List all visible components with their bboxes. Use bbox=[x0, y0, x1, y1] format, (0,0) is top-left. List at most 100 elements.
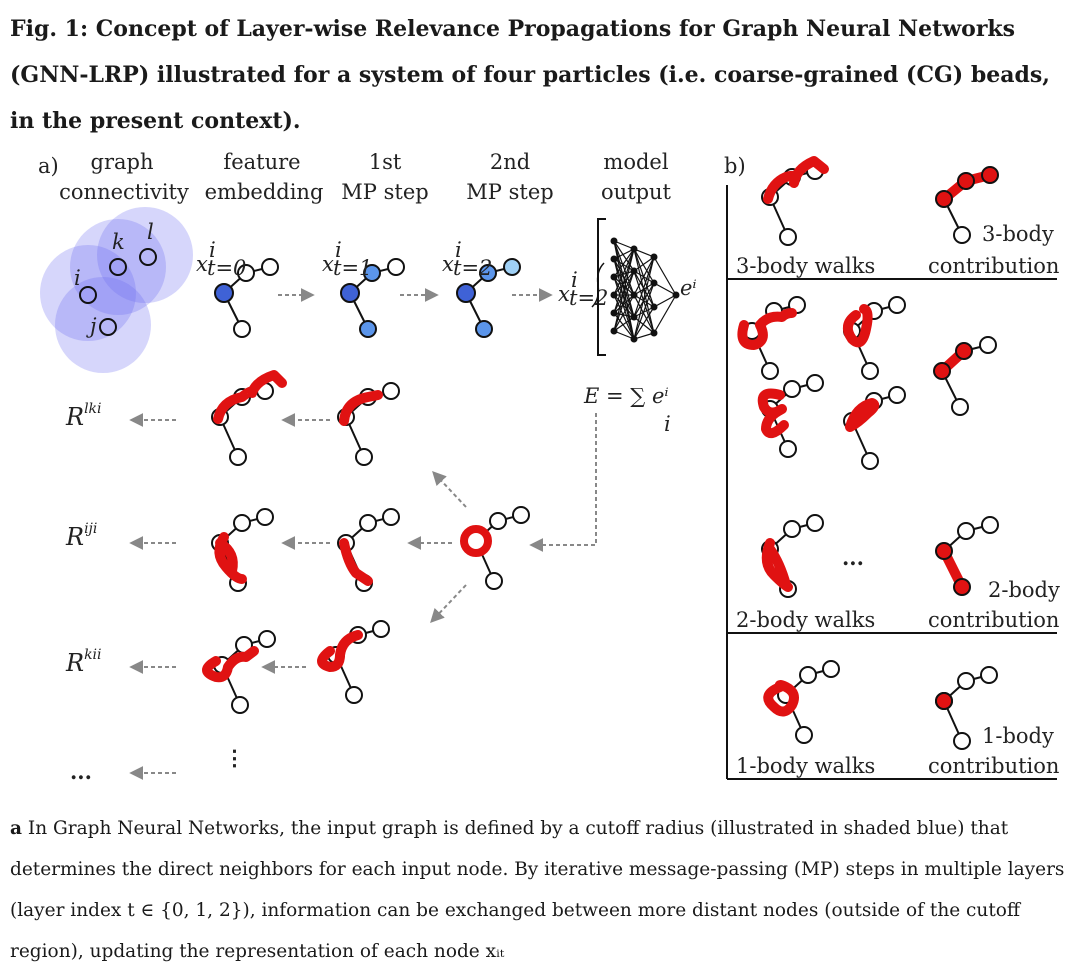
nn-connection bbox=[613, 258, 635, 272]
nn-connection bbox=[633, 256, 655, 272]
x-label-t2: x bbox=[442, 252, 454, 276]
nn-connection bbox=[613, 276, 635, 318]
node-label-j: j bbox=[86, 314, 97, 338]
header-output-line2: output bbox=[601, 180, 672, 204]
section-1body-walks: 1-body walks bbox=[736, 754, 875, 778]
nn-connection bbox=[613, 270, 635, 332]
header-mp2-line2: MP step bbox=[466, 180, 553, 204]
section-2body-walks: 2-body walks bbox=[736, 608, 875, 632]
nn-connection bbox=[613, 248, 635, 278]
nn-neuron bbox=[610, 309, 618, 317]
relevance-label-iji: Riji bbox=[65, 521, 97, 551]
nn-connection bbox=[653, 294, 677, 308]
nn-connection bbox=[613, 240, 635, 250]
nn-connection bbox=[613, 330, 635, 340]
nn-neuron bbox=[610, 273, 618, 281]
section-3body-contrib-line2: contribution bbox=[928, 254, 1059, 278]
x-label-output: x bbox=[558, 282, 570, 306]
section-2body-contrib-line1: 2-body bbox=[988, 578, 1060, 602]
header-output-line1: model bbox=[603, 150, 668, 174]
energy-equation: E = ∑ eⁱ bbox=[583, 384, 669, 408]
figure-diagram: a) graph connectivity feature embedding … bbox=[38, 150, 1060, 784]
nn-neuron bbox=[672, 291, 680, 299]
x-sup-t0: i bbox=[209, 238, 216, 262]
header-mp1-line1: 1st bbox=[369, 150, 402, 174]
nn-connection bbox=[613, 276, 635, 296]
header-graph-line2: connectivity bbox=[59, 180, 189, 204]
energy-sum-index: i bbox=[664, 412, 671, 436]
x-sup-t1: i bbox=[335, 238, 342, 262]
walk-3body bbox=[761, 156, 829, 246]
nn-connection bbox=[633, 256, 655, 296]
x-sup-output: i bbox=[571, 268, 578, 292]
figure-caption-title: Fig. 1: Concept of Layer-wise Relevance … bbox=[10, 16, 1050, 134]
panel-b-ellipsis: ... bbox=[842, 545, 864, 570]
relevance-label-more: ... bbox=[70, 759, 92, 784]
nn-connection bbox=[633, 256, 655, 340]
section-1body-contrib-line2: contribution bbox=[928, 754, 1059, 778]
nn-connection bbox=[613, 294, 635, 332]
walk-kii-1 bbox=[202, 630, 276, 714]
nn-connection bbox=[633, 248, 655, 284]
header-mp2-line1: 2nd bbox=[490, 150, 530, 174]
nn-connection bbox=[633, 282, 655, 296]
contrib-1body bbox=[935, 666, 998, 750]
section-2body-contrib-line2: contribution bbox=[928, 608, 1059, 632]
nn-connection bbox=[653, 282, 677, 296]
cutoff-regions: k l i j bbox=[40, 207, 193, 373]
nn-connection bbox=[633, 248, 655, 334]
section-3body-walks: 3-body walks bbox=[736, 254, 875, 278]
nn-connection bbox=[613, 294, 635, 314]
section-3body-contrib-line1: 3-body bbox=[982, 222, 1054, 246]
panel-b: b) 3-body walks 3-body contribution bbox=[724, 154, 1060, 780]
x-sub-output: t=2 bbox=[569, 286, 608, 310]
nn-neuron bbox=[610, 255, 618, 263]
node-label-i: i bbox=[74, 266, 81, 290]
embedding-graph bbox=[214, 258, 279, 338]
nn-neuron bbox=[630, 313, 638, 321]
panel-b-label: b) bbox=[724, 154, 746, 178]
walk-kii-2 bbox=[317, 620, 390, 704]
nn-connection bbox=[633, 270, 655, 334]
nn-neuron bbox=[650, 303, 658, 311]
nn-neuron bbox=[630, 245, 638, 253]
x-sub-t0: t=0 bbox=[207, 256, 246, 280]
walk-2body-c bbox=[757, 374, 824, 458]
nn-neuron bbox=[630, 291, 638, 299]
nn-connection bbox=[653, 256, 677, 296]
nn-connection bbox=[613, 248, 635, 296]
x-sub-t1: t=1 bbox=[333, 256, 372, 280]
walk-2body-a bbox=[737, 296, 806, 380]
header-graph-line1: graph bbox=[91, 150, 154, 174]
panel-a-label: a) bbox=[38, 154, 59, 178]
walk-lki-2 bbox=[337, 382, 400, 466]
contrib-2body bbox=[935, 516, 999, 596]
relevance-label-lki: Rlki bbox=[65, 401, 102, 431]
walk-2body-d bbox=[843, 386, 906, 470]
x-label-t0: x bbox=[196, 252, 208, 276]
nn-neuron bbox=[610, 237, 618, 245]
nn-connection bbox=[633, 282, 655, 340]
figure-caption-body: a In Graph Neural Networks, the input gr… bbox=[10, 808, 1072, 972]
x-label-t1: x bbox=[322, 252, 334, 276]
nn-neuron bbox=[650, 279, 658, 287]
header-feature-line1: feature bbox=[223, 150, 300, 174]
nn-connection bbox=[613, 240, 635, 296]
x-sup-t2: i bbox=[455, 238, 462, 262]
nn-connection bbox=[633, 316, 655, 334]
nn-connection bbox=[613, 240, 635, 272]
walk-2body-main bbox=[761, 514, 824, 598]
nn-connection bbox=[633, 248, 655, 308]
nn-connection bbox=[633, 306, 655, 340]
x-sub-t2: t=2 bbox=[453, 256, 492, 280]
nn-connection bbox=[613, 258, 635, 296]
walk-1body bbox=[763, 660, 840, 744]
nn-connection bbox=[613, 294, 635, 318]
caption-body-panel-letter: a bbox=[10, 818, 22, 839]
walk-iji-2 bbox=[337, 508, 400, 592]
node-label-k: k bbox=[112, 230, 125, 254]
header-feature-line2: embedding bbox=[205, 180, 324, 204]
walk-2body-b bbox=[842, 296, 906, 380]
mp2-graph bbox=[456, 258, 521, 338]
nn-connection bbox=[633, 294, 655, 334]
